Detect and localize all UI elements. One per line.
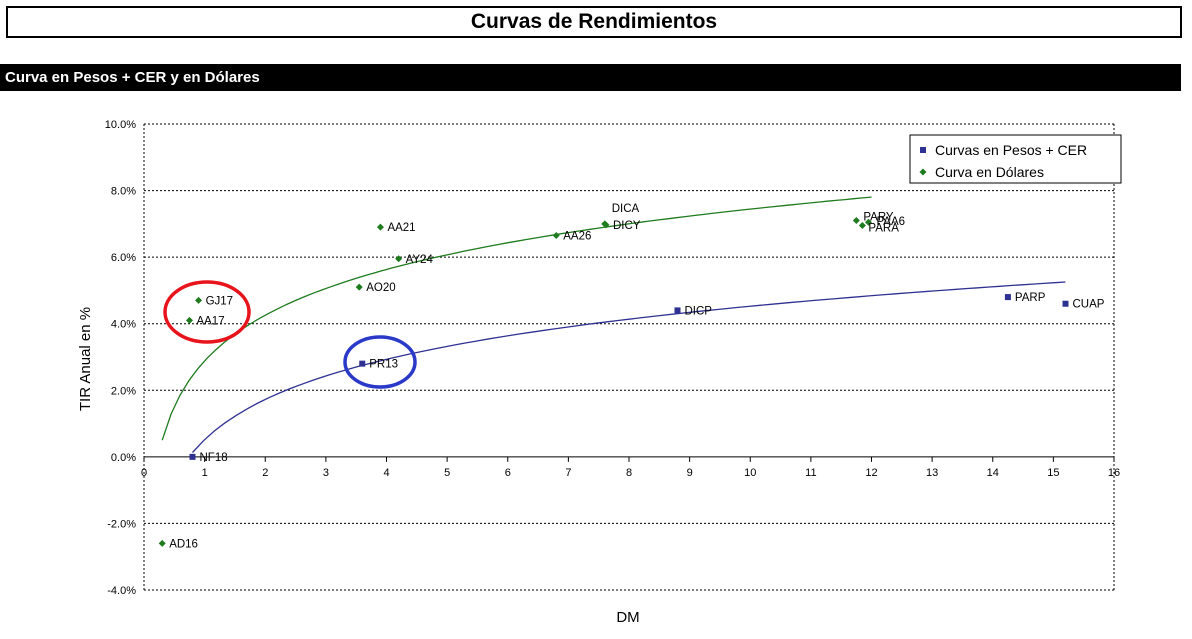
x-tick-label: 13 [926,467,938,479]
trendline [161,196,872,441]
x-tick-label: 9 [687,467,693,479]
section-header: Curva en Pesos + CER y en Dólares [0,64,1181,91]
data-label-cuap: CUAP [1073,299,1105,311]
page-title: Curvas de Rendimientos [6,6,1182,38]
data-point-dicy [602,221,610,229]
y-tick-label: -4.0% [107,585,136,597]
x-tick-label: 1 [202,467,208,479]
x-tick-label: 8 [626,467,632,479]
x-tick-label: 15 [1047,467,1059,479]
data-label-ad16: AD16 [169,538,198,550]
x-tick-label: 2 [262,467,268,479]
x-tick-label: 11 [805,467,816,479]
x-axis-title: DM [616,609,639,626]
y-tick-label: 0.0% [111,452,136,464]
data-label-paa6: PAA6 [876,216,905,228]
x-tick-label: 4 [383,467,389,479]
data-label-aa26: AA26 [563,231,591,243]
chart-highlight-circles [163,280,417,389]
chart-legend: Curvas en Pesos + CER Curva en Dólares [909,134,1122,184]
data-label-pr13: PR13 [369,359,398,371]
data-point-parp [1004,294,1011,301]
chart-axes: 10.0%8.0%6.0%4.0%2.0%0.0%-2.0%-4.0%0 1 2 3 4… [105,119,1120,597]
data-point-ay24 [395,255,403,263]
y-tick-label: 2.0% [111,385,136,397]
chart-grid [143,123,1115,591]
legend-marker-diamond [919,168,927,176]
data-label-ay24: AY24 [406,254,434,266]
x-tick-label: 10 [744,467,756,479]
y-tick-label: -2.0% [107,518,136,530]
data-point-gj17 [195,296,203,304]
y-tick-label: 4.0% [111,319,136,331]
data-point-cuap [1062,300,1069,307]
x-tick-label: 5 [444,467,450,479]
data-point-pr13 [359,360,366,367]
y-tick-label: 10.0% [105,119,136,131]
x-tick-label: 14 [987,467,999,479]
data-label-gj17: GJ17 [206,295,234,307]
data-point-dicp [674,307,681,314]
data-label-nf18: NF18 [200,452,228,464]
data-label-para: PARA [868,223,899,235]
data-point-para [858,222,866,230]
legend-marker-square [920,147,926,153]
data-label-ao20: AO20 [366,282,395,294]
y-tick-label: 8.0% [111,186,136,198]
data-point-aa17 [185,316,193,324]
red-highlight-circle [163,280,251,344]
data-label-parp: PARP [1015,292,1046,304]
x-tick-label: 6 [505,467,511,479]
data-label-pary: PARY [863,212,894,224]
data-point-nf18 [189,453,196,460]
data-point-paa6 [864,218,872,226]
chart-point-labels: NF18 PR13 DICP PARP CUAP AD16 AA17 GJ17 AO20 AA21… [169,203,1105,551]
y-tick-label: 6.0% [111,252,136,264]
blue-highlight-circle [343,335,417,389]
chart-trendlines [161,196,1066,453]
x-tick-label: 3 [323,467,329,479]
data-label-dica: DICA [612,203,640,215]
legend-label: Curva en Dólares [935,164,1044,180]
data-point-ao20 [355,283,363,291]
legend-label: Curvas en Pesos + CER [935,142,1087,158]
x-tick-label: 7 [565,467,571,479]
data-point-pary [852,217,860,225]
trendline [192,281,1066,453]
chart-points [158,217,1069,547]
legend-box [909,134,1122,184]
data-label-aa17: AA17 [196,315,224,327]
y-axis-title: TIR Anual en % [77,307,94,411]
data-point-ad16 [158,539,166,547]
data-label-aa21: AA21 [387,222,415,234]
data-point-aa21 [376,223,384,231]
x-tick-label: 0 [141,467,147,479]
x-tick-label: 12 [865,467,877,479]
x-tick-label: 16 [1108,467,1120,479]
data-label-dicy: DICY [613,220,641,232]
data-point-aa26 [552,232,560,240]
data-label-dicp: DICP [685,305,713,317]
